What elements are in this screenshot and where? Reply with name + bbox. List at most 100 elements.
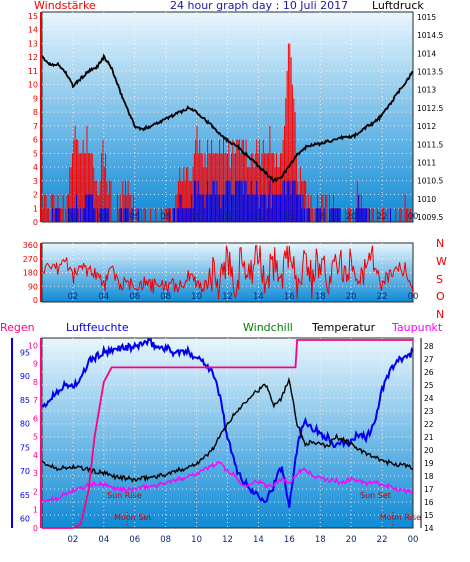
direction-tick-label: 90: [28, 282, 38, 291]
temp-tick-label: 21: [424, 433, 434, 442]
x-tick-label: 02: [68, 292, 79, 302]
temp-tick-label: 24: [424, 394, 434, 403]
temp-tick-label: 28: [424, 342, 434, 351]
humidity-tick-label: 95: [20, 348, 30, 357]
direction-tick-label: 270: [23, 255, 38, 264]
x-tick-label: 02: [68, 212, 79, 222]
x-tick-label: 00: [408, 535, 419, 545]
x-tick-label: 22: [377, 535, 388, 545]
x-tick-label: 14: [253, 535, 264, 545]
pressure-tick-label: 1014: [417, 49, 436, 58]
wind-tick-label: 14: [28, 26, 38, 35]
rain-tick-label: 0: [33, 524, 38, 533]
panel-background: [41, 337, 414, 529]
rain-tick-label: 9: [33, 360, 38, 369]
wind-tick-label: 0: [33, 218, 38, 227]
pressure-line: [41, 53, 414, 184]
temp-tick-label: 15: [424, 511, 434, 520]
wind-pressure-panel: 01234567891011121314151009.510101010.510…: [28, 11, 443, 227]
rain-line: [42, 339, 413, 529]
wind-tick-label: 7: [33, 122, 38, 131]
temp-tick-label: 23: [424, 407, 434, 416]
pressure-tick-label: 1013: [417, 86, 436, 95]
x-tick-label: 08: [160, 292, 171, 302]
temp-tick-label: 20: [424, 446, 434, 455]
legend-windchill: Windchill: [243, 321, 293, 334]
x-tick-label: 22: [377, 212, 388, 222]
wind-tick-label: 12: [28, 53, 38, 62]
temp-tick-label: 18: [424, 472, 434, 481]
sunset-label: Sun Set: [360, 491, 391, 500]
x-tick-label: 16: [284, 212, 295, 222]
temperature-line: [41, 376, 414, 483]
humidity-tick-label: 65: [20, 491, 30, 500]
x-tick-label: 16: [284, 535, 295, 545]
sunrise-label: Sun Rise: [107, 491, 142, 500]
x-tick-label: 00: [408, 212, 419, 222]
wind-tick-label: 13: [28, 39, 38, 48]
temp-tick-label: 16: [424, 498, 434, 507]
temp-humidity-panel: Regen Luftfeuchte Windchill Temperatur Taupu…: [0, 321, 443, 545]
humidity-tick-label: 80: [20, 420, 30, 429]
rain-tick-label: 10: [28, 341, 38, 350]
x-tick-label: 14: [253, 292, 264, 302]
x-tick-label: 04: [98, 212, 109, 222]
legend-temperatur: Temperatur: [311, 321, 376, 334]
x-tick-label: 12: [222, 212, 233, 222]
rain-tick-label: 3: [33, 469, 38, 478]
pressure-tick-label: 1012: [417, 122, 436, 131]
humidity-line: [41, 337, 414, 508]
compass-label: N: [436, 308, 444, 321]
direction-tick-label: 180: [23, 269, 38, 278]
temp-tick-label: 17: [424, 485, 434, 494]
x-tick-label: 20: [346, 292, 357, 302]
wind-tick-label: 10: [28, 81, 38, 90]
compass-label: S: [436, 273, 443, 286]
rain-tick-label: 1: [33, 506, 38, 515]
x-tick-label: 04: [98, 292, 109, 302]
rain-tick-label: 2: [33, 487, 38, 496]
compass-label: N: [436, 237, 444, 250]
direction-tick-label: 0: [33, 296, 38, 305]
humidity-tick-label: 90: [20, 372, 30, 381]
x-tick-label: 06: [129, 292, 140, 302]
rain-tick-label: 8: [33, 378, 38, 387]
x-tick-label: 10: [191, 292, 202, 302]
x-tick-label: 06: [129, 212, 140, 222]
chart-title: 24 hour graph day : 10 Juli 2017: [170, 0, 349, 12]
pressure-tick-label: 1014.5: [417, 31, 443, 40]
wind-tick-label: 4: [33, 163, 38, 172]
humidity-tick-label: 70: [20, 467, 30, 476]
wind-tick-label: 9: [33, 94, 38, 103]
wind-tick-label: 1: [33, 204, 38, 213]
temp-tick-label: 26: [424, 368, 434, 377]
temp-tick-label: 19: [424, 459, 434, 468]
humidity-tick-label: 75: [20, 443, 30, 452]
x-tick-label: 12: [222, 535, 233, 545]
rain-tick-label: 7: [33, 396, 38, 405]
wind-direction-line: [41, 245, 414, 300]
x-tick-label: 08: [160, 535, 171, 545]
pressure-tick-label: 1012.5: [417, 104, 443, 113]
x-tick-label: 22: [377, 292, 388, 302]
x-tick-label: 14: [253, 212, 264, 222]
pressure-tick-label: 1010: [417, 195, 436, 204]
wind-average-bars: [52, 180, 391, 222]
wind-axis-title: Windstärke: [34, 0, 96, 12]
wind-tick-label: 3: [33, 177, 38, 186]
x-tick-label: 16: [284, 292, 295, 302]
direction-tick-label: 360: [23, 241, 38, 250]
legend-luftfeuchte: Luftfeuchte: [66, 321, 129, 334]
pressure-tick-label: 1015: [417, 13, 436, 22]
pressure-tick-label: 1011.5: [417, 140, 443, 149]
humidity-tick-label: 85: [20, 396, 30, 405]
humidity-tick-label: 60: [20, 515, 30, 524]
x-tick-label: 18: [315, 535, 326, 545]
temp-tick-label: 27: [424, 355, 434, 364]
moon-marker-label: Moon Set: [114, 513, 151, 522]
wind-tick-label: 5: [33, 149, 38, 158]
compass-label: W: [436, 255, 447, 268]
x-tick-label: 06: [129, 535, 140, 545]
wind-tick-label: 15: [28, 12, 38, 21]
